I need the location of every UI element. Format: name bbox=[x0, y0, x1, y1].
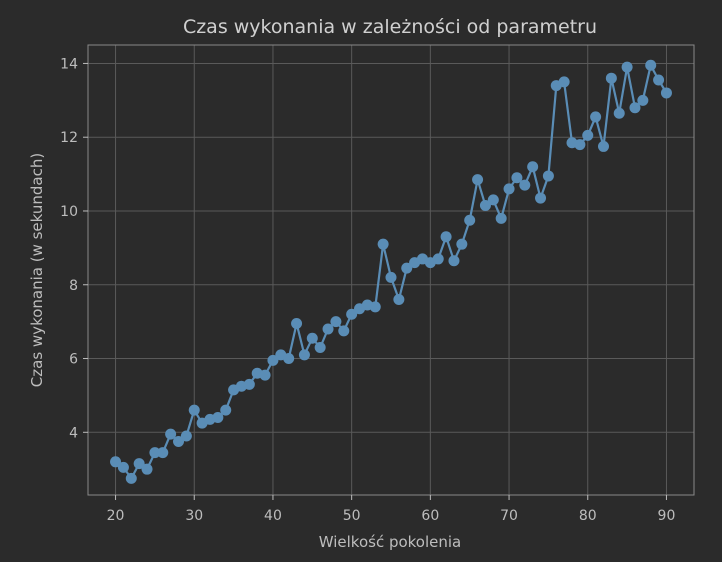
data-point bbox=[558, 76, 570, 88]
x-tick-label: 90 bbox=[658, 508, 676, 524]
x-tick-label: 80 bbox=[579, 508, 597, 524]
data-point bbox=[377, 238, 389, 250]
data-point bbox=[157, 447, 169, 459]
data-point bbox=[401, 262, 413, 274]
data-point bbox=[393, 294, 405, 306]
data-point bbox=[125, 472, 137, 484]
data-point bbox=[298, 349, 310, 361]
data-point bbox=[173, 436, 185, 448]
y-tick-label: 10 bbox=[60, 204, 78, 220]
y-tick-label: 14 bbox=[60, 56, 78, 72]
x-tick-label: 50 bbox=[343, 508, 361, 524]
data-point bbox=[456, 238, 468, 250]
data-point bbox=[133, 458, 145, 470]
data-point bbox=[582, 129, 594, 141]
data-point bbox=[653, 74, 665, 86]
y-tick-label: 12 bbox=[60, 130, 78, 146]
data-point bbox=[346, 308, 358, 320]
data-point bbox=[180, 430, 192, 442]
data-point bbox=[448, 255, 460, 267]
data-point bbox=[590, 111, 602, 123]
data-point bbox=[440, 231, 452, 243]
x-tick-label: 40 bbox=[264, 508, 282, 524]
data-point bbox=[495, 212, 507, 224]
data-point bbox=[542, 170, 554, 182]
data-point bbox=[117, 461, 129, 473]
data-points bbox=[110, 59, 672, 484]
data-point bbox=[621, 61, 633, 73]
x-tick-label: 70 bbox=[500, 508, 518, 524]
data-point bbox=[306, 332, 318, 344]
data-point bbox=[503, 183, 515, 195]
data-point bbox=[141, 463, 153, 475]
data-point bbox=[165, 428, 177, 440]
data-point bbox=[629, 102, 641, 114]
data-point bbox=[527, 161, 539, 173]
data-point bbox=[613, 107, 625, 119]
x-tick-label: 60 bbox=[421, 508, 439, 524]
data-point bbox=[597, 140, 609, 152]
data-point bbox=[220, 404, 232, 416]
data-point bbox=[338, 325, 350, 337]
ticks: 20 30 40 50 60 70 80 90 4 6 8 10 12 14 bbox=[60, 56, 675, 524]
data-point bbox=[149, 447, 161, 459]
data-point bbox=[645, 59, 657, 71]
data-point bbox=[472, 174, 484, 186]
data-point bbox=[385, 271, 397, 283]
data-point bbox=[605, 72, 617, 84]
data-point bbox=[212, 412, 224, 424]
data-point bbox=[322, 323, 334, 335]
data-point bbox=[487, 194, 499, 206]
data-point bbox=[519, 179, 531, 191]
data-point bbox=[574, 139, 586, 151]
y-tick-label: 8 bbox=[69, 278, 78, 294]
y-axis-label: Czas wykonania (w sekundach) bbox=[28, 153, 46, 387]
x-tick-label: 30 bbox=[185, 508, 203, 524]
data-point bbox=[330, 316, 342, 328]
data-point bbox=[637, 94, 649, 106]
data-point bbox=[243, 378, 255, 390]
data-point bbox=[464, 214, 476, 226]
data-point bbox=[188, 404, 200, 416]
data-point bbox=[314, 341, 326, 353]
data-point bbox=[511, 172, 523, 184]
data-point bbox=[110, 456, 122, 468]
plot-frame bbox=[87, 44, 695, 496]
data-point bbox=[535, 192, 547, 204]
data-point bbox=[479, 199, 491, 211]
data-point bbox=[267, 354, 279, 366]
data-point bbox=[283, 353, 295, 365]
y-tick-label: 6 bbox=[69, 352, 78, 368]
x-tick-label: 20 bbox=[107, 508, 125, 524]
data-point bbox=[432, 253, 444, 265]
data-point bbox=[291, 317, 303, 329]
data-point bbox=[259, 369, 271, 381]
y-tick-label: 4 bbox=[69, 425, 78, 441]
data-point bbox=[369, 301, 381, 313]
x-axis-label: Wielkość pokolenia bbox=[319, 533, 462, 551]
data-point bbox=[660, 87, 672, 99]
chart-title: Czas wykonania w zależności od parametru bbox=[183, 16, 597, 38]
